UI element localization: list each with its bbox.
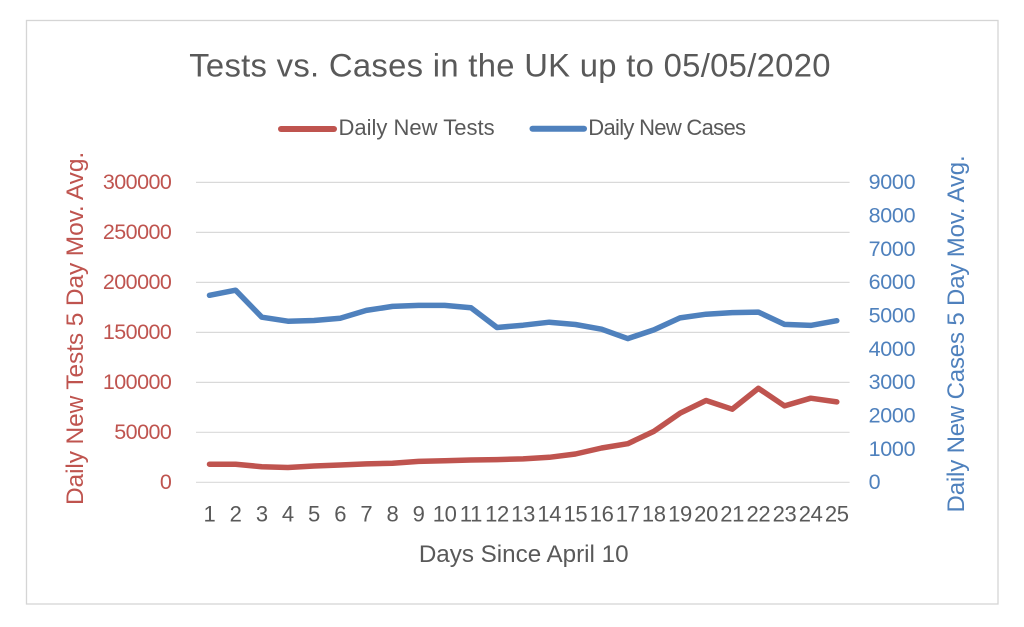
svg-text:Days Since April 10: Days Since April 10 xyxy=(419,541,629,568)
svg-text:13: 13 xyxy=(511,502,535,527)
svg-text:100000: 100000 xyxy=(103,370,172,394)
svg-text:16: 16 xyxy=(590,502,614,527)
svg-text:21: 21 xyxy=(720,502,744,527)
svg-text:12: 12 xyxy=(485,502,509,527)
svg-text:8: 8 xyxy=(387,502,399,527)
svg-text:14: 14 xyxy=(537,502,561,527)
svg-text:8000: 8000 xyxy=(869,204,916,228)
svg-text:4000: 4000 xyxy=(869,337,916,361)
svg-text:250000: 250000 xyxy=(103,220,172,244)
svg-text:150000: 150000 xyxy=(103,320,172,344)
svg-text:5000: 5000 xyxy=(869,304,916,328)
svg-text:Daily New Cases: Daily New Cases xyxy=(588,115,746,140)
svg-text:200000: 200000 xyxy=(103,270,172,294)
svg-text:7: 7 xyxy=(360,502,372,527)
svg-text:19: 19 xyxy=(668,502,692,527)
svg-text:Daily New Cases 5 Day Mov. Avg: Daily New Cases 5 Day Mov. Avg. xyxy=(943,156,970,513)
svg-text:20: 20 xyxy=(694,502,718,527)
svg-text:22: 22 xyxy=(746,502,770,527)
svg-text:15: 15 xyxy=(563,502,587,527)
svg-text:23: 23 xyxy=(773,502,797,527)
svg-text:2000: 2000 xyxy=(869,404,916,428)
svg-text:0: 0 xyxy=(869,470,881,494)
svg-text:50000: 50000 xyxy=(114,420,172,444)
svg-text:10: 10 xyxy=(433,502,457,527)
svg-text:9000: 9000 xyxy=(869,170,916,194)
svg-text:2: 2 xyxy=(230,502,242,527)
svg-text:Daily New Tests: Daily New Tests xyxy=(339,115,495,140)
svg-text:11: 11 xyxy=(460,502,482,527)
svg-text:6000: 6000 xyxy=(869,270,916,294)
svg-text:17: 17 xyxy=(616,502,640,527)
svg-text:3: 3 xyxy=(256,502,268,527)
svg-text:0: 0 xyxy=(160,470,172,494)
svg-text:1: 1 xyxy=(204,502,216,527)
svg-text:24: 24 xyxy=(799,502,823,527)
svg-text:Daily New Tests 5 Day Mov. Avg: Daily New Tests 5 Day Mov. Avg. xyxy=(62,152,89,505)
svg-text:9: 9 xyxy=(413,502,425,527)
svg-text:300000: 300000 xyxy=(103,170,172,194)
svg-text:4: 4 xyxy=(282,502,294,527)
svg-text:1000: 1000 xyxy=(869,437,916,461)
svg-text:Tests vs. Cases in the UK up t: Tests vs. Cases in the UK up to 05/05/20… xyxy=(189,47,831,84)
svg-text:6: 6 xyxy=(334,502,346,527)
svg-text:25: 25 xyxy=(825,502,849,527)
svg-text:3000: 3000 xyxy=(869,370,916,394)
svg-text:5: 5 xyxy=(308,502,320,527)
svg-text:7000: 7000 xyxy=(869,237,916,261)
svg-text:18: 18 xyxy=(642,502,666,527)
